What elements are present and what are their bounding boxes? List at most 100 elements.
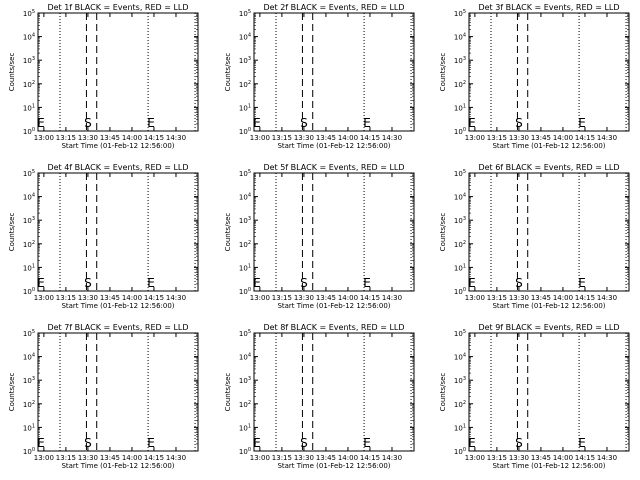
end-marker: E	[147, 276, 155, 290]
y-tick-label: 105	[239, 329, 251, 338]
x-tick-label: 13:30	[509, 294, 529, 302]
y-tick-label: 100	[454, 447, 466, 456]
plot-frame	[468, 332, 630, 452]
x-tick-label: 13:15	[487, 294, 507, 302]
y-tick-label: 105	[239, 169, 251, 178]
x-tick-label: 13:30	[294, 294, 314, 302]
x-tick-label: 13:30	[509, 134, 529, 142]
panel-title: Det 8f BLACK = Events, RED = LLD	[263, 323, 404, 332]
y-tick-label: 101	[239, 103, 251, 112]
y-tick-label: 102	[23, 80, 35, 89]
x-axis-label: Start Time (01-Feb-12 12:56:00)	[277, 142, 390, 150]
plot-frame	[468, 172, 630, 292]
y-tick-label: 104	[23, 353, 35, 362]
y-tick-label: 100	[239, 447, 251, 456]
x-tick-label: 13:45	[316, 134, 336, 142]
x-tick-label: 14:00	[338, 294, 358, 302]
panel-title: Det 6f BLACK = Events, RED = LLD	[478, 163, 619, 172]
end-marker: E	[468, 276, 476, 290]
y-axis-label: Counts/sec	[8, 53, 16, 92]
x-tick-label: 13:45	[100, 134, 120, 142]
x-tick-label: 14:30	[166, 134, 186, 142]
end-marker: E	[37, 116, 45, 130]
x-tick-label: 14:00	[122, 294, 142, 302]
x-axis-label: Start Time (01-Feb-12 12:56:00)	[492, 302, 605, 310]
end-marker: E	[253, 116, 261, 130]
x-tick-label: 13:15	[487, 134, 507, 142]
x-tick-label: 14:00	[553, 454, 573, 462]
y-tick-label: 104	[454, 193, 466, 202]
panel-title: Det 1f BLACK = Events, RED = LLD	[47, 3, 188, 12]
x-tick-label: 13:00	[250, 294, 270, 302]
x-tick-label: 14:30	[597, 454, 617, 462]
y-tick-label: 101	[23, 423, 35, 432]
x-tick-label: 13:45	[531, 294, 551, 302]
y-tick-label: 103	[239, 216, 251, 225]
y-tick-label: 104	[239, 193, 251, 202]
x-tick-label: 13:15	[272, 294, 292, 302]
end-marker: E	[37, 436, 45, 450]
end-marker: E	[468, 116, 476, 130]
end-marker: E	[363, 276, 371, 290]
plot-frame	[253, 332, 415, 452]
y-tick-label: 104	[454, 33, 466, 42]
start-marker: S	[300, 116, 308, 130]
x-tick-label: 14:30	[166, 454, 186, 462]
end-marker: E	[468, 436, 476, 450]
x-tick-label: 14:15	[575, 134, 595, 142]
x-axis-label: Start Time (01-Feb-12 12:56:00)	[277, 302, 390, 310]
y-tick-label: 103	[454, 376, 466, 385]
x-tick-label: 14:30	[166, 294, 186, 302]
y-axis-label: Counts/sec	[8, 373, 16, 412]
x-tick-label: 14:30	[382, 134, 402, 142]
x-tick-label: 14:30	[382, 454, 402, 462]
start-marker: S	[515, 276, 523, 290]
x-tick-label: 13:15	[56, 294, 76, 302]
y-tick-label: 105	[454, 9, 466, 18]
y-tick-label: 100	[239, 287, 251, 296]
y-tick-label: 105	[454, 329, 466, 338]
x-tick-label: 13:00	[465, 294, 485, 302]
plot-frame	[37, 332, 199, 452]
y-tick-label: 104	[454, 353, 466, 362]
plot-frame	[37, 12, 199, 132]
y-axis-label: Counts/sec	[224, 213, 232, 252]
x-tick-label: 13:30	[294, 454, 314, 462]
x-tick-label: 13:00	[34, 134, 54, 142]
x-tick-label: 14:15	[575, 454, 595, 462]
end-marker: E	[578, 436, 586, 450]
y-tick-label: 100	[23, 447, 35, 456]
x-tick-label: 14:00	[553, 294, 573, 302]
y-tick-label: 103	[239, 56, 251, 65]
x-tick-label: 14:30	[382, 294, 402, 302]
x-tick-label: 13:30	[78, 294, 98, 302]
y-tick-label: 102	[23, 240, 35, 249]
x-axis-label: Start Time (01-Feb-12 12:56:00)	[277, 462, 390, 470]
y-tick-label: 101	[23, 263, 35, 272]
y-tick-label: 103	[23, 216, 35, 225]
x-tick-label: 14:15	[144, 454, 164, 462]
panel-title: Det 3f BLACK = Events, RED = LLD	[478, 3, 619, 12]
y-axis-label: Counts/sec	[439, 213, 447, 252]
x-tick-label: 13:15	[272, 134, 292, 142]
x-axis-label: Start Time (01-Feb-12 12:56:00)	[61, 302, 174, 310]
y-tick-label: 100	[454, 287, 466, 296]
y-tick-label: 101	[454, 423, 466, 432]
x-axis-label: Start Time (01-Feb-12 12:56:00)	[492, 142, 605, 150]
x-tick-label: 13:30	[294, 134, 314, 142]
x-tick-label: 13:30	[509, 454, 529, 462]
y-tick-label: 104	[239, 33, 251, 42]
y-tick-label: 105	[23, 9, 35, 18]
y-tick-label: 102	[239, 80, 251, 89]
x-tick-label: 14:30	[597, 134, 617, 142]
y-tick-label: 100	[23, 127, 35, 136]
x-tick-label: 13:15	[487, 454, 507, 462]
y-tick-label: 101	[454, 263, 466, 272]
y-tick-label: 100	[454, 127, 466, 136]
x-tick-label: 13:45	[100, 294, 120, 302]
x-axis-label: Start Time (01-Feb-12 12:56:00)	[492, 462, 605, 470]
